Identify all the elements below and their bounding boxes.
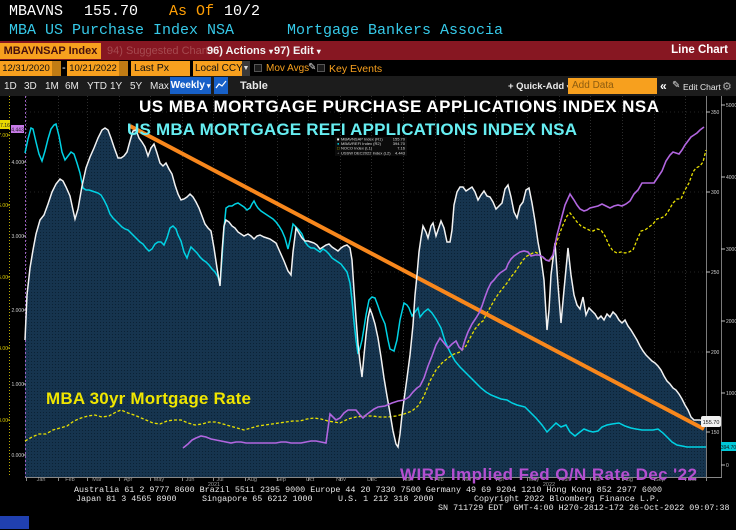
svg-text:2000: 2000 (726, 319, 736, 325)
svg-text:US MBA MORTGAGE REFI APPLICATI: US MBA MORTGAGE REFI APPLICATIONS INDEX … (127, 120, 577, 139)
svg-text:Mar: Mar (462, 477, 472, 483)
svg-text:MBA 30yr Mortgage Rate: MBA 30yr Mortgage Rate (46, 389, 251, 408)
svg-text:4.000: 4.000 (11, 160, 24, 166)
svg-text:■: ■ (337, 137, 340, 142)
svg-text:7.16: 7.16 (397, 146, 406, 151)
svg-text:1.000: 1.000 (11, 382, 24, 388)
svg-text:2022: 2022 (543, 482, 555, 488)
svg-text:Oct: Oct (688, 477, 697, 483)
svg-text:□: □ (337, 146, 340, 151)
svg-text:Sep: Sep (655, 477, 665, 483)
svg-text:Oct: Oct (306, 477, 315, 483)
svg-text:May: May (154, 477, 165, 483)
svg-text:394.70: 394.70 (721, 445, 736, 451)
svg-text:Apr: Apr (124, 477, 133, 483)
svg-text:0: 0 (726, 463, 729, 469)
svg-text:Feb: Feb (434, 477, 443, 483)
svg-text:4.443: 4.443 (11, 128, 24, 134)
svg-text:Apr: Apr (496, 477, 505, 483)
svg-text:Feb: Feb (65, 477, 74, 483)
svg-text:3.000: 3.000 (11, 234, 24, 240)
svg-text:350: 350 (711, 110, 720, 116)
svg-text:6.00: 6.00 (0, 203, 8, 209)
svg-text:200: 200 (711, 350, 720, 356)
svg-text:Nov: Nov (336, 477, 346, 483)
svg-text:Dec: Dec (367, 477, 377, 483)
svg-text:MBAVNSAP Index (R1): MBAVNSAP Index (R1) (341, 137, 383, 142)
svg-text:5.00: 5.00 (0, 275, 8, 281)
svg-text:NOCO Index (L1): NOCO Index (L1) (341, 146, 373, 151)
svg-text:250: 250 (711, 270, 720, 276)
svg-text:WIRP Implied Fed O/N Rate Dec: WIRP Implied Fed O/N Rate Dec '22 (400, 465, 697, 484)
svg-text:300: 300 (711, 190, 720, 196)
svg-text:2.000: 2.000 (11, 308, 24, 314)
svg-text:●: ● (337, 141, 340, 146)
svg-text:394.70: 394.70 (393, 141, 406, 146)
svg-text:+: + (337, 150, 340, 155)
svg-text:3.00: 3.00 (0, 418, 8, 424)
svg-text:4.443: 4.443 (395, 150, 406, 155)
svg-text:Jan: Jan (405, 477, 414, 483)
svg-text:May: May (529, 477, 540, 483)
svg-text:Jul: Jul (216, 477, 223, 483)
svg-text:5000: 5000 (726, 103, 736, 109)
svg-text:Jun: Jun (186, 477, 195, 483)
svg-text:Aug: Aug (247, 477, 257, 483)
svg-text:Jan: Jan (37, 477, 46, 483)
svg-text:USSW DEC2022 Index (L2): USSW DEC2022 Index (L2) (341, 150, 391, 155)
svg-text:7.16: 7.16 (0, 123, 10, 129)
svg-text:Jul: Jul (593, 477, 600, 483)
svg-text:Aug: Aug (623, 477, 633, 483)
svg-text:0.000: 0.000 (11, 453, 24, 459)
svg-text:7.00: 7.00 (0, 133, 8, 139)
svg-text:4.00: 4.00 (0, 346, 8, 352)
svg-text:155.70: 155.70 (703, 420, 720, 426)
svg-text:3000: 3000 (726, 247, 736, 253)
svg-text:155.70: 155.70 (393, 137, 406, 142)
svg-text:Mar: Mar (92, 477, 102, 483)
svg-text:MBAVREFI Index (R2): MBAVREFI Index (R2) (341, 141, 382, 146)
svg-text:150: 150 (711, 430, 720, 436)
svg-text:US MBA MORTGAGE PURCHASE APPLI: US MBA MORTGAGE PURCHASE APPLICATIONS IN… (139, 97, 659, 116)
svg-text:1000: 1000 (726, 391, 736, 397)
svg-text:Sep: Sep (276, 477, 286, 483)
svg-text:4000: 4000 (726, 175, 736, 181)
svg-text:Jun: Jun (562, 477, 571, 483)
svg-text:2021: 2021 (208, 482, 220, 488)
